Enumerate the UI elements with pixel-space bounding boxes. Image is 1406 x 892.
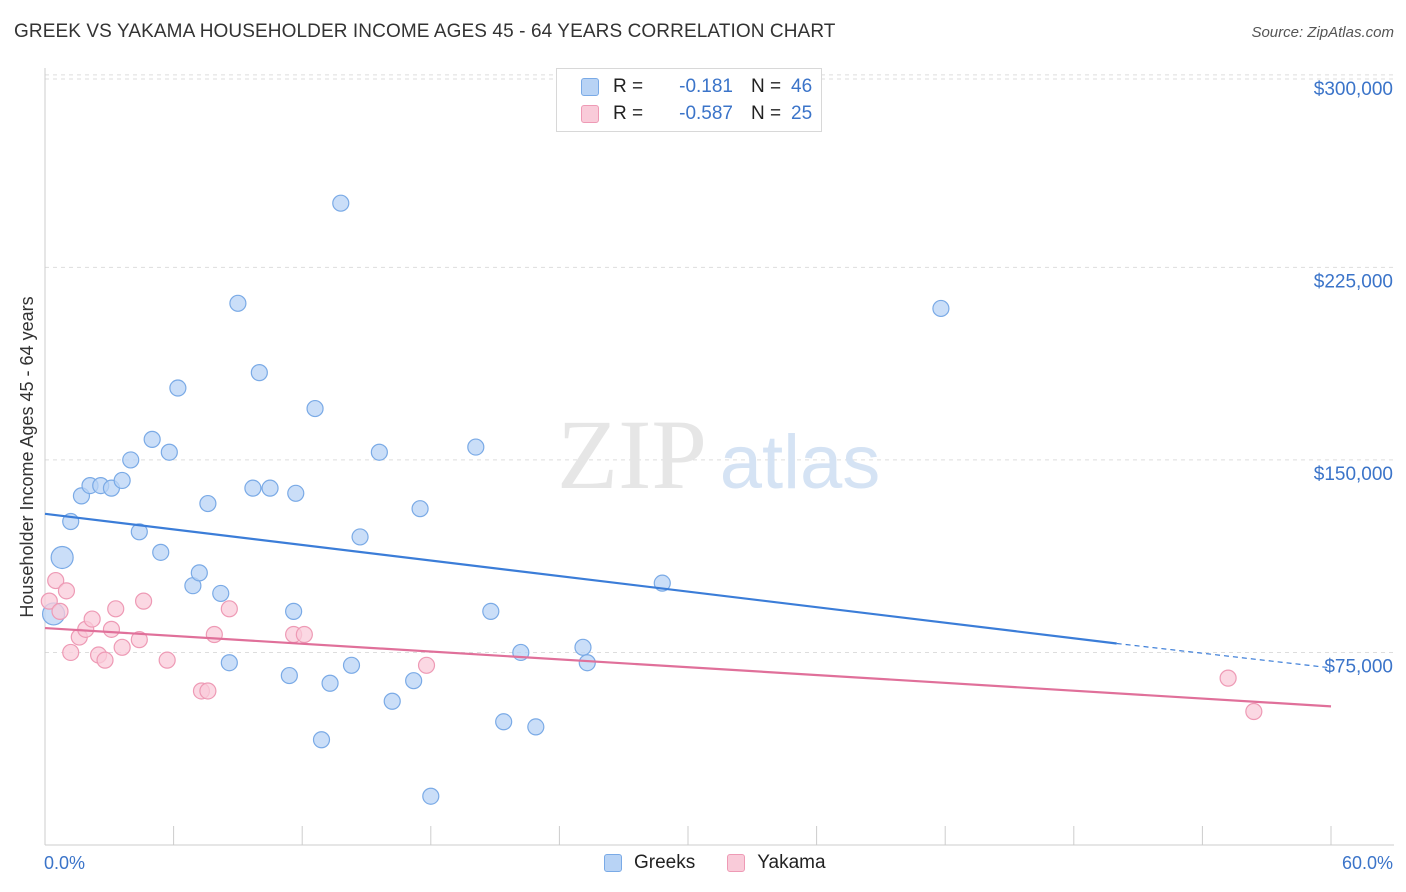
- point-yakama: [1219, 669, 1237, 687]
- point-yakama: [295, 625, 313, 644]
- trend-extension-greeks: [1116, 642, 1332, 669]
- legend-n-value: 25: [791, 103, 813, 124]
- point-greeks: [578, 654, 596, 672]
- point-greeks: [285, 602, 303, 620]
- legend-r-label: R =: [613, 76, 644, 97]
- point-greeks: [467, 438, 485, 456]
- point-yakama: [220, 600, 238, 618]
- point-yakama: [51, 602, 69, 620]
- series-legend-greeks: Greeks: [604, 852, 695, 874]
- axes: [44, 68, 1394, 846]
- point-yakama: [417, 656, 436, 674]
- point-greeks: [383, 692, 401, 710]
- series-label-greeks: Greeks: [634, 852, 696, 873]
- gridlines: [45, 74, 1394, 653]
- x-tick-label-max: 60.0%: [1342, 853, 1393, 873]
- point-yakama: [57, 582, 76, 600]
- series-legend: Greeks Yakama: [604, 852, 858, 874]
- point-yakama: [62, 643, 80, 662]
- point-yakama: [107, 600, 125, 618]
- legend-r-value: -0.587: [679, 103, 733, 124]
- data-points: [40, 194, 1263, 805]
- point-greeks: [342, 656, 361, 674]
- y-axis-tick-labels: $75,000 $150,000 $225,000 $300,000: [1314, 79, 1393, 678]
- legend-row-yakama: R = -0.587 N = 25: [581, 101, 812, 127]
- point-greeks: [220, 654, 238, 672]
- x-tick-label-min: 0.0%: [44, 853, 85, 873]
- point-greeks: [370, 443, 388, 461]
- point-yakama: [130, 631, 148, 649]
- legend-swatch-yakama: [581, 105, 599, 123]
- point-greeks: [261, 479, 279, 497]
- legend-swatch-greeks: [581, 78, 599, 96]
- point-yakama: [134, 592, 153, 610]
- point-yakama: [83, 610, 101, 628]
- y-tick-label: $225,000: [1314, 271, 1393, 292]
- point-greeks: [411, 500, 429, 518]
- point-greeks: [199, 494, 217, 513]
- legend-r-label: R =: [613, 103, 644, 124]
- series-label-yakama: Yakama: [757, 852, 826, 873]
- point-greeks: [332, 194, 350, 212]
- point-yakama: [40, 592, 58, 610]
- point-greeks: [113, 471, 131, 490]
- point-greeks: [495, 713, 513, 731]
- point-greeks: [50, 545, 74, 570]
- point-greeks: [160, 443, 178, 461]
- point-greeks: [312, 731, 331, 749]
- y-tick-label: $150,000: [1314, 464, 1393, 485]
- point-yakama: [1245, 702, 1263, 721]
- point-greeks: [122, 451, 140, 469]
- point-greeks: [422, 787, 440, 805]
- legend-n-label: N =: [751, 103, 782, 124]
- point-yakama: [102, 620, 121, 638]
- point-yakama: [205, 625, 223, 644]
- trend-line-yakama: [44, 626, 1332, 708]
- watermark-zip: ZIP: [557, 399, 707, 510]
- source-label: Source: ZipAtlas.com: [1251, 24, 1394, 41]
- point-greeks: [143, 430, 161, 448]
- point-greeks: [229, 294, 247, 312]
- point-greeks: [321, 674, 339, 692]
- y-tick-label: $75,000: [1324, 656, 1393, 677]
- legend-row-greeks: R = -0.181 N = 46: [581, 74, 812, 100]
- watermark: ZIP atlas: [557, 399, 880, 510]
- point-greeks: [152, 543, 170, 561]
- point-yakama: [199, 682, 217, 700]
- point-greeks: [932, 299, 950, 318]
- point-greeks: [280, 666, 298, 685]
- point-greeks: [130, 523, 148, 541]
- point-greeks: [574, 638, 592, 656]
- point-greeks: [482, 602, 500, 620]
- point-greeks: [169, 379, 187, 397]
- point-greeks: [527, 718, 545, 736]
- point-greeks: [190, 564, 208, 582]
- point-greeks: [306, 399, 324, 418]
- y-axis-label: Householder Income Ages 45 - 64 years: [17, 296, 37, 617]
- legend-n-value: 46: [791, 76, 813, 97]
- trend-lines: [44, 512, 1332, 708]
- point-greeks: [244, 479, 262, 497]
- correlation-legend: R = -0.181 N = 46 R = -0.587 N = 25: [556, 68, 822, 132]
- y-tick-label: $300,000: [1314, 79, 1393, 100]
- point-yakama: [96, 651, 114, 669]
- series-swatch-greeks: [604, 854, 622, 872]
- point-yakama: [158, 651, 176, 669]
- x-axis-ticks: [173, 826, 1332, 845]
- legend-n-label: N =: [751, 76, 782, 97]
- point-greeks: [250, 364, 268, 382]
- point-greeks: [351, 528, 369, 546]
- series-swatch-yakama: [727, 854, 746, 872]
- point-greeks: [287, 484, 305, 502]
- legend-r-value: -0.181: [679, 76, 733, 97]
- trend-line-greeks: [44, 512, 1117, 645]
- watermark-atlas: atlas: [720, 420, 881, 505]
- point-yakama: [113, 638, 131, 656]
- point-greeks: [405, 672, 423, 690]
- series-legend-yakama: Yakama: [727, 852, 826, 874]
- point-greeks: [212, 584, 230, 603]
- point-yakama: [47, 571, 65, 590]
- chart-title: GREEK VS YAKAMA HOUSEHOLDER INCOME AGES …: [14, 21, 836, 42]
